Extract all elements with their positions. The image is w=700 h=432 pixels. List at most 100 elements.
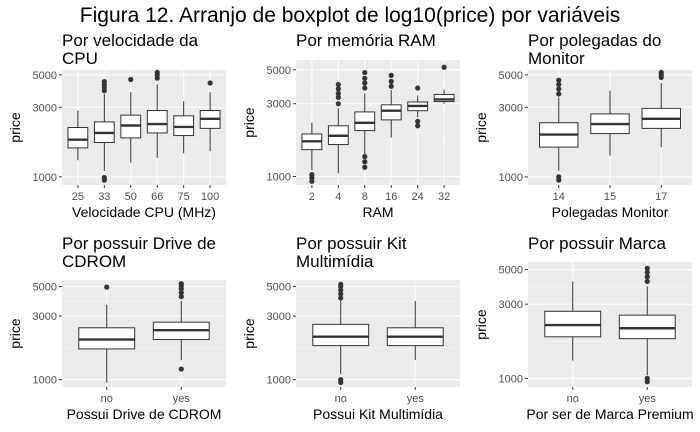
y-tick-label: 3000: [499, 299, 523, 311]
outlier-point: [362, 80, 368, 86]
outlier-point: [335, 82, 341, 88]
x-axis-title: Polegadas Monitor: [552, 204, 669, 220]
box-yes: [152, 281, 210, 372]
panel-background: [62, 70, 226, 185]
outlier-point: [362, 154, 368, 160]
y-axis-title: price: [7, 112, 23, 143]
box-yes: [386, 300, 444, 361]
outlier-point: [128, 76, 134, 83]
x-tick-label: no: [335, 393, 347, 405]
outlier-point: [178, 366, 184, 372]
x-tick-label: 24: [412, 191, 424, 203]
x-tick-label: 32: [438, 191, 450, 203]
outlier-point: [338, 291, 344, 297]
outlier-point: [101, 78, 107, 85]
box-16: [380, 72, 402, 138]
x-tick-label: 50: [125, 191, 137, 203]
panel-6: 1000 3000 5000 no yes Por possuir Marca Por se…: [473, 234, 694, 422]
y-tick-label: 3000: [499, 102, 523, 114]
outlier-point: [644, 375, 650, 381]
box-iqr: [312, 323, 370, 347]
box-15: [590, 90, 630, 156]
y-tick-label: 1000: [267, 375, 291, 387]
outlier-point: [644, 265, 650, 271]
box-no: [544, 281, 602, 361]
box-yes: [618, 265, 676, 385]
outlier-point: [415, 85, 421, 91]
box-50: [120, 76, 142, 163]
y-tick-label: 1000: [267, 172, 291, 184]
figure-title: Figura 12. Arranjo de boxplot de log10(p…: [80, 4, 620, 27]
outlier-point: [556, 91, 562, 97]
panel-background: [296, 60, 460, 185]
y-axis-title: price: [473, 309, 489, 340]
outlier-point: [178, 294, 184, 300]
outlier-point: [388, 78, 394, 84]
panel-title: CDROM: [62, 252, 126, 271]
y-tick-label: 1000: [33, 172, 57, 184]
panel-title: CPU: [62, 49, 98, 68]
x-tick-label: 8: [362, 191, 368, 203]
box-iqr: [433, 93, 455, 103]
outlier-point: [644, 278, 650, 285]
y-axis-title: price: [241, 107, 257, 138]
y-tick-label: 3000: [267, 99, 291, 111]
y-tick-label: 5000: [33, 282, 57, 294]
box-no: [312, 281, 370, 386]
x-tick-label: no: [101, 393, 113, 405]
outlier-point: [362, 69, 368, 76]
box-17: [641, 69, 681, 148]
box-8: [354, 69, 376, 170]
outlier-point: [415, 118, 421, 124]
panel-title: Por possuir Kit: [296, 234, 407, 253]
outlier-point: [335, 94, 341, 100]
outlier-point: [644, 269, 650, 276]
outlier-point: [309, 171, 315, 178]
outlier-point: [362, 159, 368, 165]
y-tick-label: 5000: [267, 65, 291, 77]
x-axis-title: Velocidade CPU (MHz): [72, 204, 216, 220]
outlier-point: [335, 90, 341, 97]
x-tick-label: 2: [309, 191, 315, 203]
box-33: [93, 78, 115, 183]
outlier-point: [154, 69, 160, 75]
x-axis-title: RAM: [362, 204, 393, 220]
outlier-point: [335, 101, 341, 107]
outlier-point: [388, 83, 394, 89]
box-66: [146, 69, 168, 158]
panel-5: 1000 3000 5000 no yes Por possuir KitMultimíd…: [241, 234, 460, 422]
x-tick-label: 33: [98, 191, 110, 203]
box-iqr: [67, 126, 89, 149]
outlier-point: [644, 274, 650, 280]
box-iqr: [618, 314, 676, 340]
box-32: [433, 64, 455, 104]
x-axis-title: Possui Drive de CDROM: [67, 406, 222, 422]
box-4: [327, 82, 349, 174]
panel-title: Por memória RAM: [296, 31, 436, 50]
x-tick-label: 16: [385, 191, 397, 203]
outlier-point: [556, 86, 562, 92]
y-tick-label: 1000: [499, 373, 523, 385]
outlier-point: [178, 281, 184, 287]
x-axis-title: Por ser de Marca Premium: [526, 406, 693, 422]
panel-title: Por possuir Drive de: [62, 234, 216, 253]
x-tick-label: 15: [604, 191, 616, 203]
x-tick-label: yes: [173, 393, 191, 405]
box-iqr: [380, 104, 402, 121]
outlier-point: [362, 85, 368, 91]
outlier-point: [362, 164, 368, 170]
x-tick-label: 25: [72, 191, 84, 203]
x-tick-label: 66: [151, 191, 163, 203]
box-iqr: [173, 115, 195, 137]
outlier-point: [362, 75, 368, 81]
outlier-point: [338, 281, 344, 287]
y-axis-title: price: [241, 318, 257, 349]
box-2: [301, 122, 323, 184]
panel-title: Monitor: [528, 49, 585, 68]
panel-title: Por velocidade da: [62, 31, 199, 50]
outlier-point: [101, 174, 107, 181]
outlier-point: [415, 123, 421, 129]
x-tick-label: 17: [655, 191, 667, 203]
